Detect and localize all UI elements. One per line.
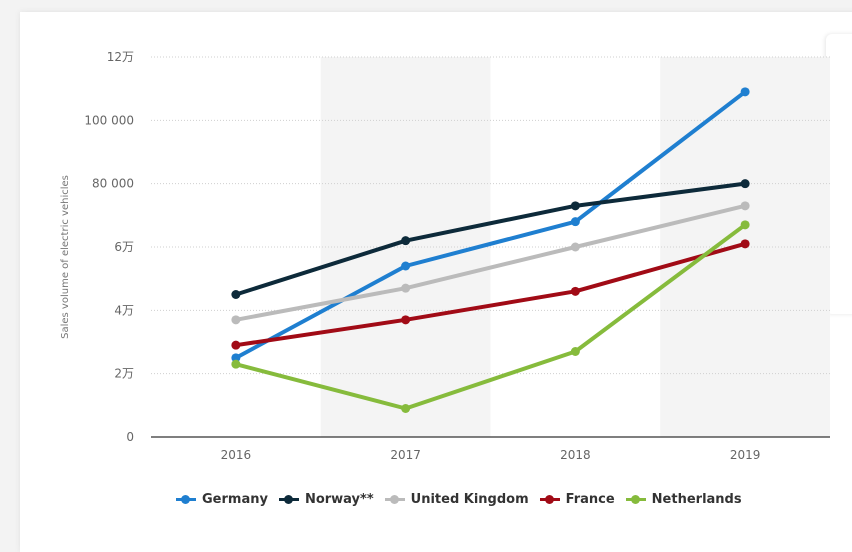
legend-item-norway[interactable]: Norway** [278, 491, 374, 507]
legend-label: Netherlands [651, 491, 742, 507]
legend-item-germany[interactable]: Germany [176, 492, 268, 507]
y-axis-title: Sales volume of electric vehicles [60, 175, 71, 339]
legend-label: France [565, 491, 615, 507]
legend-label: Germany [202, 491, 268, 507]
y-tick-label: 2万 [114, 367, 134, 381]
data-point-united-kingdom-2017[interactable] [401, 283, 411, 293]
series-line-norway [233, 181, 748, 297]
data-point-france-2016[interactable] [231, 340, 241, 350]
series-line-france [233, 241, 748, 348]
data-point-netherlands-2018[interactable] [570, 347, 580, 356]
legend-item-france[interactable]: France [539, 491, 615, 507]
legend-label: United Kingdom [410, 491, 529, 507]
series-norway [231, 179, 750, 299]
side-panel [826, 34, 852, 314]
data-point-norway-2017[interactable] [401, 236, 411, 246]
data-point-norway-2019[interactable] [740, 179, 750, 189]
data-point-united-kingdom-2019[interactable] [740, 201, 750, 211]
data-point-germany-2017[interactable] [401, 261, 411, 271]
data-point-germany-2019[interactable] [740, 87, 750, 97]
legend-swatch-icon [384, 494, 405, 504]
legend-swatch-icon [278, 494, 299, 504]
y-tick-labels: 0 2万 4万 6万 80 000 100 000 12万 [84, 50, 134, 444]
data-point-netherlands-2017[interactable] [401, 404, 411, 413]
series-france [231, 239, 750, 350]
data-point-united-kingdom-2016[interactable] [231, 315, 241, 325]
data-point-france-2019[interactable] [740, 239, 750, 249]
y-tick-label: 6万 [114, 240, 134, 254]
x-tick-label-2016: 2016 [221, 448, 252, 462]
data-point-france-2018[interactable] [570, 286, 580, 296]
data-point-netherlands-2019[interactable] [740, 220, 750, 230]
data-point-netherlands-2016[interactable] [231, 359, 241, 369]
x-tick-labels: 2016 2017 2018 2019 [221, 448, 761, 462]
legend-swatch-icon [539, 494, 560, 504]
series-united-kingdom [231, 201, 750, 325]
legend-item-netherlands[interactable]: Netherlands [625, 491, 742, 507]
series-line-germany [233, 89, 748, 360]
series-germany [231, 87, 750, 363]
legend-swatch-icon [625, 494, 646, 504]
x-tick-label-2017: 2017 [390, 448, 421, 462]
y-tick-label: 12万 [107, 50, 134, 64]
grid-lines [151, 56, 830, 438]
legend-item-united-kingdom[interactable]: United Kingdom [384, 491, 529, 507]
series-lines [231, 87, 750, 413]
data-point-norway-2018[interactable] [570, 201, 580, 211]
legend-swatch-icon [176, 494, 196, 504]
y-tick-label: 80 000 [92, 177, 134, 191]
x-tick-label-2019: 2019 [730, 448, 761, 462]
x-tick-label-2018: 2018 [560, 448, 591, 462]
series-line-united-kingdom [233, 203, 748, 322]
data-point-norway-2016[interactable] [231, 290, 241, 299]
y-tick-label: 4万 [114, 303, 134, 317]
data-point-united-kingdom-2018[interactable] [570, 242, 580, 252]
legend: Germany Norway** United Kingdom France Nethe… [176, 489, 753, 509]
data-point-germany-2018[interactable] [570, 217, 580, 227]
y-tick-label: 100 000 [84, 113, 134, 127]
y-tick-label: 0 [126, 430, 134, 444]
data-point-germany-2016[interactable] [231, 353, 241, 363]
series-netherlands [231, 220, 750, 413]
series-line-netherlands [233, 222, 748, 411]
legend-label: Norway** [304, 491, 374, 507]
data-point-france-2017[interactable] [401, 315, 411, 325]
